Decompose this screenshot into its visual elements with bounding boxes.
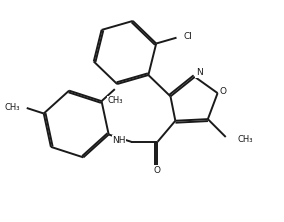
Text: O: O [220, 87, 227, 96]
Text: NH: NH [112, 136, 126, 145]
Text: CH₃: CH₃ [4, 103, 20, 113]
Text: CH₃: CH₃ [237, 135, 252, 144]
Text: N: N [196, 68, 202, 77]
Text: Cl: Cl [183, 32, 192, 41]
Text: O: O [154, 166, 161, 175]
Text: CH₃: CH₃ [108, 96, 123, 105]
